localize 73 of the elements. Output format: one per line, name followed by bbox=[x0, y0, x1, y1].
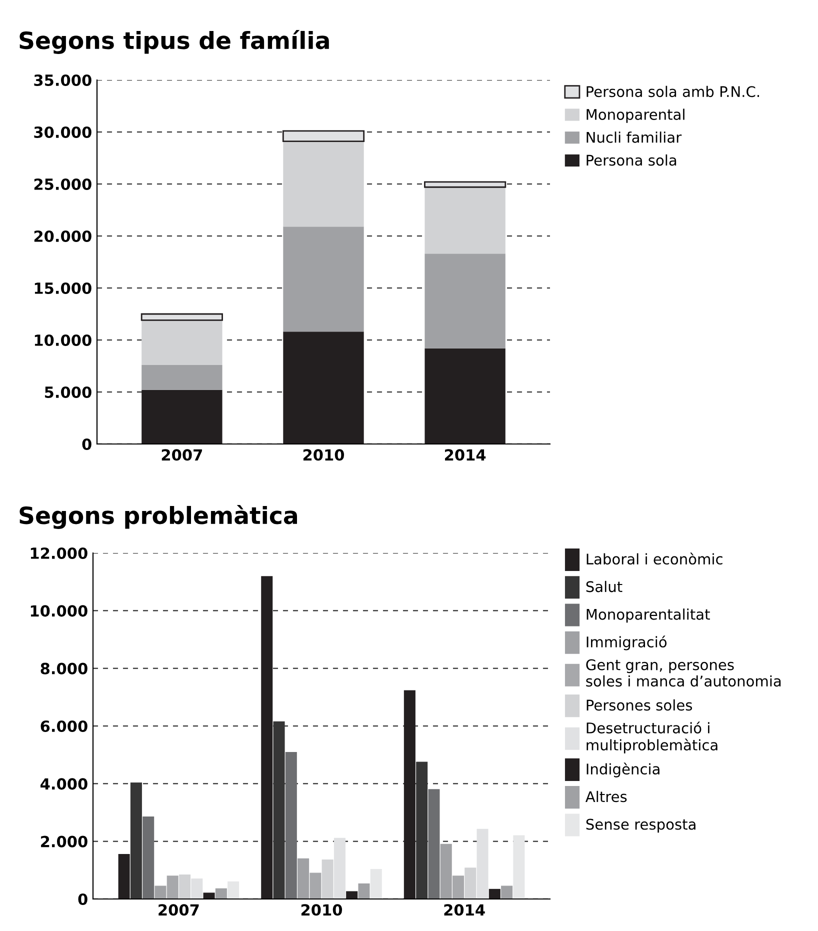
y-tick-label: 30.000 bbox=[34, 126, 92, 138]
bar bbox=[416, 762, 428, 899]
legend-label: Persona sola bbox=[586, 154, 676, 166]
legend-label: Monoparental bbox=[586, 108, 684, 123]
bar bbox=[358, 883, 370, 899]
y-tick-label: 10.000 bbox=[30, 605, 88, 617]
legend-label: Nucli familiar bbox=[586, 132, 682, 143]
y-tick-label: 15.000 bbox=[34, 282, 92, 294]
bar bbox=[322, 860, 334, 899]
legend-label: Persones soles bbox=[586, 699, 692, 711]
x-tick-label: 2014 bbox=[444, 904, 485, 916]
bar bbox=[191, 878, 203, 899]
y-tick-label: 0 bbox=[78, 893, 88, 906]
bar bbox=[283, 332, 364, 444]
bar bbox=[142, 320, 222, 365]
bar bbox=[273, 721, 285, 899]
bar bbox=[370, 869, 382, 899]
bar bbox=[488, 888, 500, 899]
bar bbox=[142, 390, 222, 444]
y-tick-label: 25.000 bbox=[34, 178, 92, 190]
bar bbox=[424, 254, 506, 348]
bar bbox=[501, 886, 513, 899]
y-tick-label: 5.000 bbox=[44, 386, 92, 398]
bar bbox=[130, 782, 142, 899]
bar bbox=[334, 838, 346, 899]
bar bbox=[118, 854, 130, 899]
x-tick-label: 2014 bbox=[445, 449, 486, 461]
bar bbox=[464, 868, 476, 899]
y-tick-label: 0 bbox=[82, 438, 92, 450]
y-tick-label: 20.000 bbox=[34, 230, 92, 242]
bar bbox=[404, 690, 416, 899]
bar bbox=[424, 187, 506, 254]
bar bbox=[283, 141, 364, 227]
x-tick-label: 2010 bbox=[303, 449, 344, 461]
legend-label: Immigració bbox=[586, 636, 667, 650]
bar bbox=[476, 828, 488, 899]
legend-label: Indigència bbox=[586, 762, 660, 778]
bar bbox=[178, 874, 191, 899]
bar bbox=[228, 881, 240, 899]
legend-label: Persona sola amb P.N.C. bbox=[586, 86, 759, 98]
bar bbox=[424, 348, 506, 444]
legend-label: Salut bbox=[586, 580, 622, 592]
bar bbox=[513, 835, 525, 899]
legend-label: Laboral i econòmic bbox=[586, 552, 722, 565]
bar bbox=[346, 891, 358, 899]
bar bbox=[142, 364, 222, 390]
bar bbox=[215, 888, 227, 899]
legend-label: Desetructuració i multiproblemàtica bbox=[586, 722, 718, 754]
legend-label: Altres bbox=[586, 790, 627, 802]
x-tick-label: 2007 bbox=[162, 449, 202, 461]
y-tick-label: 12.000 bbox=[30, 547, 88, 560]
bar bbox=[285, 752, 297, 899]
y-tick-label: 6.000 bbox=[40, 720, 88, 732]
legend-label: Sense resposta bbox=[586, 818, 696, 833]
chart-title: Segons problemàtica bbox=[20, 505, 297, 529]
legend-label: Monoparentalitat bbox=[586, 608, 710, 623]
y-tick-label: 10.000 bbox=[34, 334, 92, 346]
legend-label: Gent gran, persones soles i manca d’autonomia bbox=[586, 659, 781, 687]
bar bbox=[142, 816, 154, 899]
y-tick-label: 8.000 bbox=[40, 662, 88, 674]
x-tick-label: 2010 bbox=[301, 904, 342, 916]
bar bbox=[203, 892, 215, 899]
x-tick-label: 2007 bbox=[158, 904, 199, 916]
y-tick-label: 4.000 bbox=[40, 778, 88, 790]
chart-title: Segons tipus de família bbox=[20, 30, 329, 54]
bar bbox=[140, 313, 223, 321]
bar bbox=[282, 130, 365, 142]
y-tick-label: 2.000 bbox=[41, 836, 88, 848]
y-tick-label: 35.000 bbox=[34, 74, 92, 86]
bar bbox=[283, 226, 364, 332]
bar bbox=[428, 789, 440, 899]
bar bbox=[424, 181, 506, 188]
bar bbox=[261, 576, 273, 899]
